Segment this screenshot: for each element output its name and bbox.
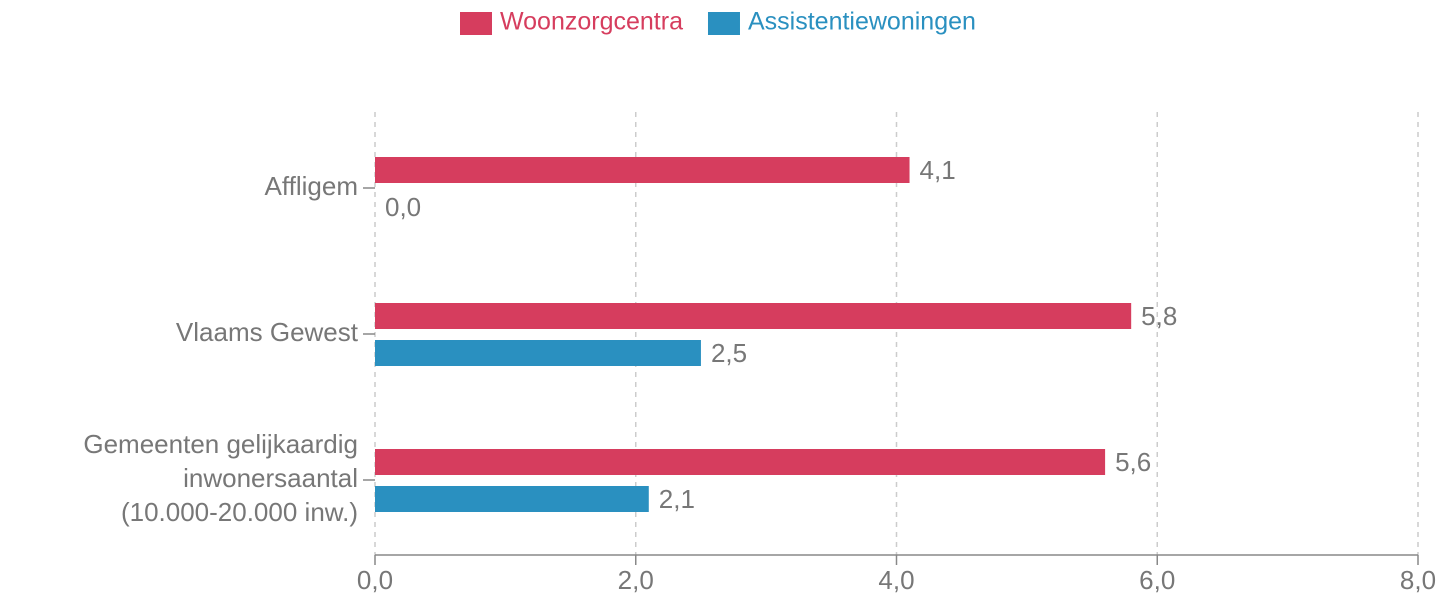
bar — [375, 449, 1106, 475]
value-label: 2,5 — [711, 338, 747, 368]
value-label: 5,8 — [1141, 301, 1177, 331]
y-tick-label: Vlaams Gewest — [176, 317, 359, 347]
value-label: 4,1 — [920, 155, 956, 185]
bar — [375, 340, 701, 366]
legend-swatch — [460, 12, 492, 35]
x-tick-label: 8,0 — [1400, 565, 1436, 595]
value-label: 0,0 — [385, 192, 421, 222]
bar — [375, 303, 1132, 329]
bar — [375, 157, 910, 183]
legend-swatch — [707, 12, 740, 35]
x-tick-label: 4,0 — [878, 565, 914, 595]
x-tick-label: 2,0 — [618, 565, 654, 595]
value-label: 5,6 — [1115, 447, 1151, 477]
x-tick-label: 6,0 — [1139, 565, 1175, 595]
y-tick-label: Gemeenten gelijkaardig inwonersaantal (10.… — [83, 429, 358, 527]
legend-label: Assistentiewoningen — [748, 8, 976, 36]
y-tick-label: Affligem — [265, 171, 358, 201]
value-label: 2,1 — [659, 484, 695, 514]
bar — [375, 486, 649, 512]
legend-label: Woonzorgcentra — [500, 8, 683, 36]
x-tick-label: 0,0 — [357, 565, 393, 595]
